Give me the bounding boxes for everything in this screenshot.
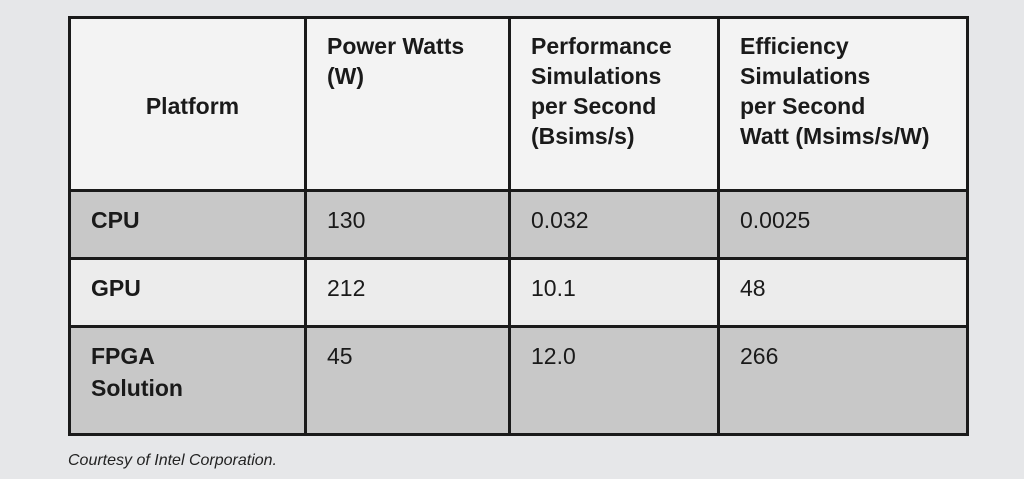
header-text: (Bsims/s): [531, 123, 635, 149]
data-table: Platform Power Watts (W) Performance Simulat…: [68, 16, 969, 436]
caption: Courtesy of Intel Corporation.: [68, 452, 277, 469]
platform-text: FPGA: [91, 343, 155, 370]
value-cell: 266: [717, 325, 969, 436]
value-cell: 212: [304, 257, 511, 329]
header-text: Power Watts: [327, 33, 465, 59]
header-text: Platform: [145, 93, 240, 119]
platform-cell: FPGA Solution: [68, 325, 307, 436]
header-text: per Second: [740, 93, 866, 119]
header-text: Performance: [531, 33, 672, 59]
header-cell: Power Watts (W): [304, 16, 511, 192]
header-text: Simulations: [740, 63, 871, 89]
header-text: Efficiency: [740, 33, 849, 59]
header-cell: Performance Simulations per Second (Bsims/s…: [508, 16, 720, 192]
header-cell: Efficiency Simulations per Second Watt (Msi…: [717, 16, 969, 192]
value-cell: 45: [304, 325, 511, 436]
platform-cell: CPU: [68, 188, 307, 261]
header-cell: Platform: [68, 16, 307, 192]
platform-text: GPU: [91, 275, 141, 302]
header-text: (W): [327, 63, 365, 89]
header-text: per Second: [531, 93, 657, 119]
value-cell: 12.0: [508, 325, 720, 436]
header-row: Platform Power Watts (W) Performance Simulat…: [68, 16, 969, 192]
header-text: Watt (Msims/s/W): [740, 123, 930, 149]
platform-cell: GPU: [68, 257, 307, 329]
header-text: Simulations: [531, 63, 662, 89]
table-row: CPU 130 0.032 0.0025: [68, 188, 969, 261]
value-cell: 10.1: [508, 257, 720, 329]
platform-text: Solution: [91, 375, 183, 402]
value-cell: 48: [717, 257, 969, 329]
table-row: FPGA Solution 45 12.0 266: [68, 325, 969, 436]
platform-text: CPU: [91, 207, 140, 233]
value-cell: 0.0025: [717, 188, 969, 261]
table-row: GPU 212 10.1 48: [68, 257, 969, 329]
value-cell: 130: [304, 188, 511, 261]
value-cell: 0.032: [508, 188, 720, 261]
